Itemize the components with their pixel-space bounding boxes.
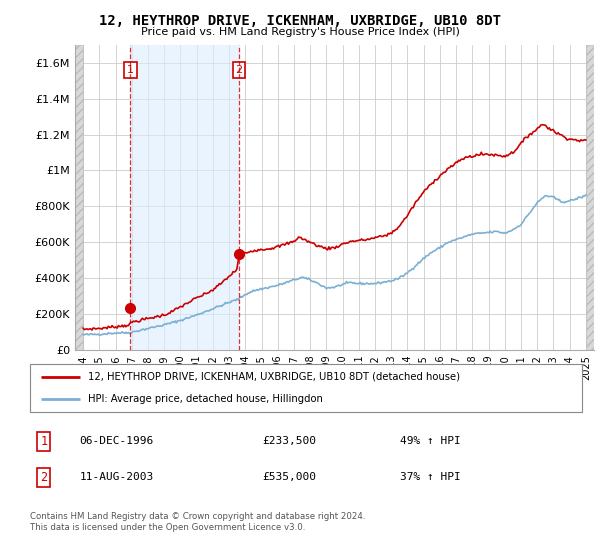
Text: 1: 1 xyxy=(40,435,47,448)
Text: 2: 2 xyxy=(235,65,242,75)
Text: 12, HEYTHROP DRIVE, ICKENHAM, UXBRIDGE, UB10 8DT (detached house): 12, HEYTHROP DRIVE, ICKENHAM, UXBRIDGE, … xyxy=(88,372,460,382)
Text: £233,500: £233,500 xyxy=(262,436,316,446)
FancyBboxPatch shape xyxy=(30,364,582,412)
Text: 1: 1 xyxy=(127,65,134,75)
Text: 06-DEC-1996: 06-DEC-1996 xyxy=(80,436,154,446)
Bar xyxy=(75,45,83,350)
Text: Price paid vs. HM Land Registry's House Price Index (HPI): Price paid vs. HM Land Registry's House … xyxy=(140,27,460,37)
Text: 49% ↑ HPI: 49% ↑ HPI xyxy=(400,436,461,446)
Text: 12, HEYTHROP DRIVE, ICKENHAM, UXBRIDGE, UB10 8DT: 12, HEYTHROP DRIVE, ICKENHAM, UXBRIDGE, … xyxy=(99,14,501,28)
Text: 11-AUG-2003: 11-AUG-2003 xyxy=(80,472,154,482)
Bar xyxy=(130,45,239,350)
Text: £535,000: £535,000 xyxy=(262,472,316,482)
Bar xyxy=(586,45,594,350)
Text: 2: 2 xyxy=(40,471,47,484)
Text: HPI: Average price, detached house, Hillingdon: HPI: Average price, detached house, Hill… xyxy=(88,394,323,404)
Text: 37% ↑ HPI: 37% ↑ HPI xyxy=(400,472,461,482)
Text: Contains HM Land Registry data © Crown copyright and database right 2024.
This d: Contains HM Land Registry data © Crown c… xyxy=(30,512,365,532)
